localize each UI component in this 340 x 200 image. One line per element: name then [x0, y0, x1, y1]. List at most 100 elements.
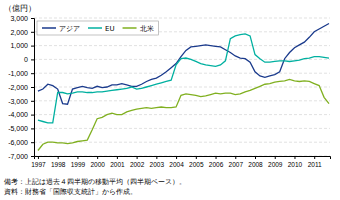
tick-mark [31, 73, 34, 74]
tick: 1999 [71, 156, 86, 168]
tick-mark [58, 156, 59, 159]
grid-line [34, 114, 330, 115]
grid-line [34, 45, 330, 46]
tick-label: 2004 [169, 161, 184, 168]
tick: -4,000 [8, 111, 34, 118]
legend-item: アジア [42, 25, 80, 33]
tick-mark [31, 128, 34, 129]
tick-label: 3,000 [10, 15, 28, 22]
tick-label: 0 [24, 56, 28, 63]
tick-mark [294, 156, 295, 159]
tick-mark [117, 156, 118, 159]
tick: 2000 [90, 156, 105, 168]
tick-mark [31, 101, 34, 102]
series-line [38, 34, 329, 123]
tick-label: 1999 [71, 161, 86, 168]
tick: -7,000 [8, 153, 34, 160]
legend: アジア EU 北米 [37, 21, 159, 35]
legend-label: アジア [59, 25, 80, 33]
tick-label: -6,000 [8, 139, 28, 146]
tick: 2009 [268, 156, 283, 168]
tick: 2006 [209, 156, 224, 168]
grid-line [34, 128, 330, 129]
annotation: 資料：財務省「国際収支統計」から作成。 [4, 188, 137, 196]
tick: 3,000 [10, 15, 34, 22]
tick-mark [31, 32, 34, 33]
tick-label: -4,000 [8, 111, 28, 118]
tick: -3,000 [8, 98, 34, 105]
tick: -5,000 [8, 125, 34, 132]
tick-mark [31, 87, 34, 88]
tick: 2002 [130, 156, 145, 168]
tick-label: 1,000 [10, 42, 28, 49]
tick-label: -3,000 [8, 98, 28, 105]
tick-label: 2008 [248, 161, 263, 168]
tick: 2003 [150, 156, 165, 168]
tick: 2011 [308, 156, 322, 168]
x-axis: 1997 1998 1999 2000 2001 2002 2003 2004 2005 2006… [31, 156, 330, 168]
plot: 1997 1998 1999 2000 2001 2002 2003 2004 2005 2006… [8, 15, 330, 168]
tick-mark [38, 156, 39, 159]
tick: 2001 [110, 156, 125, 168]
tick-mark [31, 115, 34, 116]
tick-label: 2,000 [10, 29, 28, 36]
y-axis: -7,000 -6,000 -5,000 -4,000 -3,000 -2,000 -1,0… [8, 15, 34, 160]
tick-label: 2009 [268, 161, 283, 168]
tick-label: 2001 [110, 161, 125, 168]
legend-swatch [42, 27, 56, 29]
grid-line [34, 100, 330, 101]
tick: 2,000 [10, 29, 34, 36]
legend-frame [37, 21, 159, 35]
tick: 2004 [169, 156, 184, 168]
tick-mark [196, 156, 197, 159]
tick-mark [216, 156, 217, 159]
legend-label: 北米 [140, 25, 154, 33]
tick: -1,000 [8, 70, 34, 77]
series-line [38, 79, 329, 150]
tick: 0 [24, 56, 34, 63]
axis-line [31, 19, 35, 157]
tick: 2007 [229, 156, 244, 168]
tick-label: 1997 [31, 161, 46, 168]
tick-mark [156, 156, 157, 159]
grid-line [34, 73, 330, 74]
tick-mark [176, 156, 177, 159]
tick-mark [31, 142, 34, 143]
tick-label: -5,000 [8, 125, 28, 132]
legend-swatch [123, 27, 137, 29]
tick-label: -1,000 [8, 70, 28, 77]
tick: 1997 [31, 156, 46, 168]
tick: 1998 [51, 156, 66, 168]
lines [38, 24, 329, 151]
grid-line [34, 18, 330, 19]
tick-label: 2003 [150, 161, 165, 168]
tick-label: 2002 [130, 161, 145, 168]
legend-item: EU [88, 25, 115, 33]
tick: 2005 [189, 156, 204, 168]
title: （億円） [4, 4, 36, 13]
grid [34, 18, 330, 156]
tick-mark [31, 18, 34, 19]
tick-label: 2010 [288, 161, 303, 168]
tick-mark [255, 156, 256, 159]
tick-mark [31, 46, 34, 47]
tick: 1,000 [10, 42, 34, 49]
tick-label: 2011 [308, 161, 322, 168]
tick-label: 2005 [189, 161, 204, 168]
tick-label: 2006 [209, 161, 224, 168]
legend-swatch [88, 27, 102, 29]
tick: -2,000 [8, 84, 34, 91]
tick-label: -2,000 [8, 84, 28, 91]
chart: 1997 1998 1999 2000 2001 2002 2003 2004 2005 2006… [0, 0, 340, 200]
tick-mark [275, 156, 276, 159]
tick-label: -7,000 [8, 153, 28, 160]
tick-mark [77, 156, 78, 159]
tick-mark [314, 156, 315, 159]
tick: -6,000 [8, 139, 34, 146]
legend-item: 北米 [123, 25, 154, 33]
tick-mark [31, 59, 34, 60]
tick: 2008 [248, 156, 263, 168]
annotation: 備考：上記は過去４四半期の移動平均（四半期ベース）。 [4, 178, 186, 186]
tick-mark [235, 156, 236, 159]
legend-label: EU [105, 25, 115, 33]
